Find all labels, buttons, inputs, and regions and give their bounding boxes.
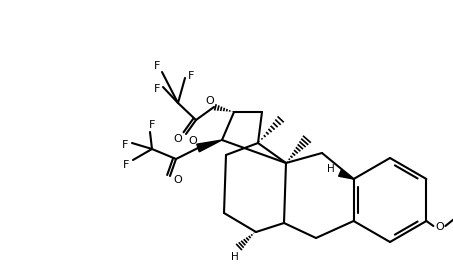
Text: O: O xyxy=(173,175,183,185)
Text: O: O xyxy=(206,96,214,106)
Text: O: O xyxy=(435,222,444,232)
Text: H: H xyxy=(231,252,239,262)
Text: H: H xyxy=(327,164,335,174)
Text: O: O xyxy=(173,134,183,144)
Text: F: F xyxy=(123,160,129,170)
Text: F: F xyxy=(149,120,155,130)
Text: F: F xyxy=(122,140,128,150)
Polygon shape xyxy=(338,170,354,179)
Text: F: F xyxy=(154,61,160,71)
Text: F: F xyxy=(154,84,160,94)
Polygon shape xyxy=(197,140,222,152)
Text: F: F xyxy=(188,71,194,81)
Text: O: O xyxy=(188,136,198,146)
